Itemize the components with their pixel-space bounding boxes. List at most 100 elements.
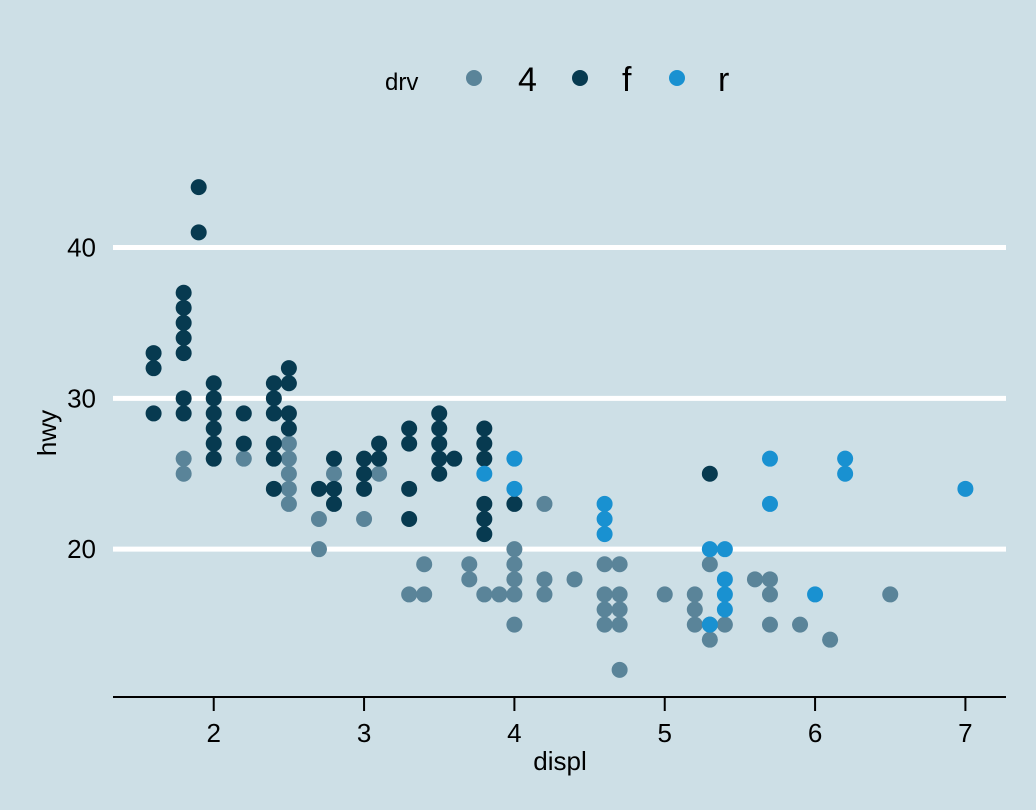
- data-point: [280, 360, 297, 377]
- data-point: [356, 450, 373, 467]
- data-point: [175, 314, 192, 331]
- data-point: [401, 511, 418, 528]
- data-point: [265, 450, 282, 467]
- data-point: [235, 450, 252, 467]
- data-point: [235, 405, 252, 422]
- data-point: [761, 586, 778, 603]
- data-point: [280, 450, 297, 467]
- data-point: [837, 450, 854, 467]
- x-axis-title: displ: [533, 746, 586, 776]
- legend-title: drv: [385, 69, 418, 96]
- data-point: [701, 541, 718, 558]
- data-point: [476, 420, 493, 437]
- data-point: [356, 465, 373, 482]
- data-point: [686, 586, 703, 603]
- data-point: [371, 450, 388, 467]
- data-point: [265, 405, 282, 422]
- data-point: [401, 420, 418, 437]
- data-points: [145, 179, 974, 678]
- data-point: [686, 601, 703, 618]
- data-point: [325, 465, 342, 482]
- data-point: [461, 571, 478, 588]
- data-point: [325, 495, 342, 512]
- data-point: [596, 556, 613, 573]
- data-point: [506, 495, 523, 512]
- data-point: [145, 405, 162, 422]
- series-f: [145, 179, 718, 543]
- data-point: [175, 329, 192, 346]
- data-point: [611, 556, 628, 573]
- data-point: [506, 450, 523, 467]
- data-point: [416, 586, 433, 603]
- data-point: [175, 390, 192, 407]
- data-point: [205, 375, 222, 392]
- data-point: [596, 616, 613, 633]
- y-tick-label: 40: [67, 232, 96, 262]
- data-point: [476, 435, 493, 452]
- data-point: [280, 480, 297, 497]
- legend-label-f: f: [622, 61, 632, 99]
- legend-key-f: [572, 70, 588, 86]
- data-point: [792, 616, 809, 633]
- data-point: [175, 405, 192, 422]
- data-point: [566, 571, 583, 588]
- y-tick-label: 30: [67, 383, 96, 413]
- data-point: [310, 480, 327, 497]
- data-point: [716, 601, 733, 618]
- data-point: [265, 435, 282, 452]
- y-axis: 20 30 40: [67, 232, 96, 564]
- data-point: [371, 465, 388, 482]
- data-point: [506, 571, 523, 588]
- data-point: [491, 586, 508, 603]
- data-point: [431, 435, 448, 452]
- data-point: [265, 375, 282, 392]
- data-point: [611, 616, 628, 633]
- data-point: [596, 511, 613, 528]
- data-point: [506, 480, 523, 497]
- legend-key-4: [466, 70, 482, 86]
- data-point: [837, 465, 854, 482]
- legend-key-r: [669, 70, 685, 86]
- data-point: [416, 556, 433, 573]
- data-point: [701, 465, 718, 482]
- data-point: [596, 526, 613, 543]
- data-point: [701, 556, 718, 573]
- data-point: [761, 450, 778, 467]
- data-point: [401, 435, 418, 452]
- data-point: [401, 480, 418, 497]
- data-point: [506, 541, 523, 558]
- data-point: [686, 616, 703, 633]
- series-4: [175, 435, 899, 678]
- data-point: [190, 179, 207, 196]
- data-point: [461, 556, 478, 573]
- data-point: [431, 405, 448, 422]
- x-tick-label: 5: [658, 718, 672, 748]
- data-point: [536, 571, 553, 588]
- data-point: [506, 616, 523, 633]
- data-point: [476, 450, 493, 467]
- data-point: [205, 450, 222, 467]
- data-point: [356, 511, 373, 528]
- data-point: [476, 526, 493, 543]
- data-point: [310, 541, 327, 558]
- data-point: [716, 541, 733, 558]
- legend-label-4: 4: [518, 61, 537, 99]
- data-point: [476, 465, 493, 482]
- data-point: [431, 420, 448, 437]
- x-tick-label: 4: [507, 718, 521, 748]
- data-point: [175, 345, 192, 362]
- data-point: [506, 586, 523, 603]
- data-point: [596, 495, 613, 512]
- data-point: [446, 450, 463, 467]
- data-point: [371, 435, 388, 452]
- data-point: [761, 616, 778, 633]
- series-r: [476, 450, 974, 633]
- data-point: [596, 601, 613, 618]
- data-point: [280, 405, 297, 422]
- x-tick-label: 6: [808, 718, 822, 748]
- data-point: [325, 450, 342, 467]
- x-tick-label: 2: [206, 718, 220, 748]
- data-point: [716, 571, 733, 588]
- data-point: [205, 420, 222, 437]
